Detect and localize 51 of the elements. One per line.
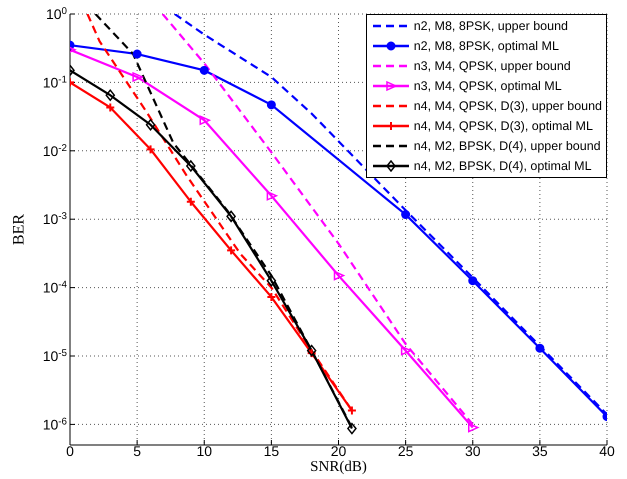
point — [146, 119, 156, 131]
point — [200, 115, 210, 125]
point — [146, 144, 156, 154]
y-tick-label: 10$^{0}$ — [46, 6, 68, 22]
point — [226, 210, 236, 222]
point — [226, 245, 236, 256]
legend-label: n4, M4, QPSK, D(3), optimal ML — [414, 119, 593, 133]
point — [347, 422, 357, 434]
y-axis-title: BER — [10, 214, 28, 246]
legend-label: n4, M2, BPSK, D(4), optimal ML — [414, 159, 592, 173]
point — [266, 274, 276, 286]
y-tick-label: 10$^{-4}$ — [42, 279, 68, 296]
legend-label: n3, M4, QPSK, optimal ML — [414, 79, 562, 93]
point — [132, 50, 142, 59]
y-tick-label: 10$^{-3}$ — [42, 210, 68, 228]
point — [132, 72, 143, 82]
y-tick-label: 10$^{-2}$ — [42, 142, 67, 159]
point — [468, 422, 478, 432]
point — [535, 344, 544, 353]
point — [186, 160, 196, 172]
point — [200, 66, 209, 75]
point — [266, 292, 276, 302]
point — [266, 100, 276, 110]
legend-label: n3, M4, QPSK, upper bound — [414, 59, 571, 73]
y-tick-label: 10$^{-1}$ — [42, 74, 67, 90]
point — [306, 344, 316, 356]
point — [401, 210, 410, 220]
point — [468, 276, 478, 286]
legend-label: n2, M8, 8PSK, optimal ML — [414, 39, 559, 53]
y-tick-label: 10$^{-6}$ — [42, 416, 68, 432]
x-tick-label: 5 — [133, 443, 142, 459]
x-tick-label: 20 — [330, 443, 346, 459]
point — [105, 102, 116, 112]
x-tick-label: 15 — [264, 443, 280, 459]
point — [334, 270, 344, 280]
x-tick-label: 30 — [464, 443, 481, 459]
x-tick-label: 10 — [196, 443, 212, 459]
point — [106, 89, 116, 101]
x-tick-label: 0 — [66, 443, 74, 459]
point — [186, 196, 196, 207]
legend-label: n2, M8, 8PSK, upper bound — [414, 19, 568, 33]
legend-label: n4, M4, QPSK, D(3), upper bound — [414, 99, 602, 113]
point — [400, 346, 412, 356]
legend-label: n4, M2, BPSK, D(4), upper bound — [414, 139, 601, 153]
point — [306, 348, 317, 358]
x-tick-label: 40 — [599, 443, 615, 459]
x-tick-label: 25 — [398, 443, 414, 459]
x-tick-label: 35 — [532, 443, 548, 459]
x-axis-title: SNR(dB) — [310, 459, 367, 475]
y-tick-label: 10$^{-5}$ — [42, 348, 68, 364]
point — [266, 191, 278, 201]
